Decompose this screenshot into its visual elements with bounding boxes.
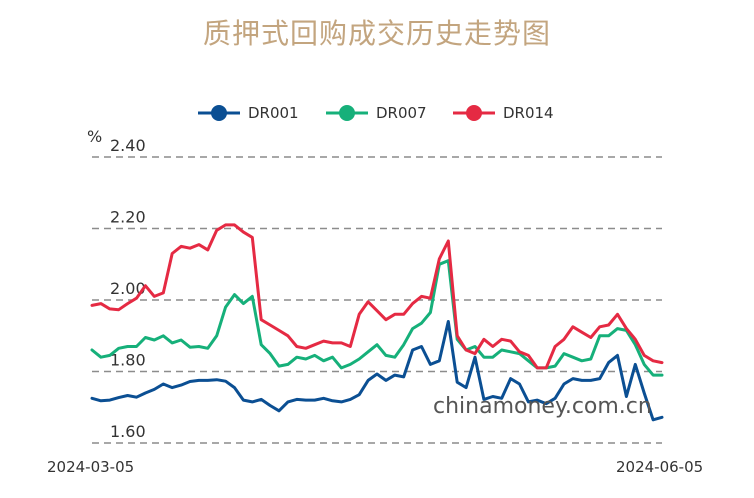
y-tick-label: 1.60 xyxy=(110,422,146,441)
watermark-text: chinamoney.com.cn xyxy=(433,394,652,419)
series-lines xyxy=(90,223,664,422)
series-line-dr001 xyxy=(90,320,664,422)
y-axis-unit: % xyxy=(87,127,102,146)
legend-label: DR014 xyxy=(503,104,554,122)
legend-marker xyxy=(211,105,227,121)
legend-item-dr014[interactable]: DR014 xyxy=(453,104,554,122)
x-axis-end-label: 2024-06-05 xyxy=(616,458,703,476)
legend-item-dr007[interactable]: DR007 xyxy=(326,104,427,122)
y-tick-label: 1.80 xyxy=(110,351,146,370)
grid-lines xyxy=(92,156,662,444)
x-axis-start-label: 2024-03-05 xyxy=(47,458,134,476)
series-line-dr007 xyxy=(90,259,664,377)
y-tick-label: 2.40 xyxy=(110,136,146,155)
legend: DR001 DR007 DR014 xyxy=(198,104,554,122)
y-axis-ticks: 1.60 1.80 2.00 2.20 2.40 xyxy=(110,136,146,441)
series-line-dr014 xyxy=(90,223,664,370)
y-tick-label: 2.00 xyxy=(110,279,146,298)
legend-marker xyxy=(339,105,355,121)
chart-title: 质押式回购成交历史走势图 xyxy=(202,17,551,50)
legend-item-dr001[interactable]: DR001 xyxy=(198,104,299,122)
y-tick-label: 2.20 xyxy=(110,208,146,227)
legend-label: DR007 xyxy=(376,104,427,122)
legend-marker xyxy=(466,105,482,121)
legend-label: DR001 xyxy=(248,104,299,122)
